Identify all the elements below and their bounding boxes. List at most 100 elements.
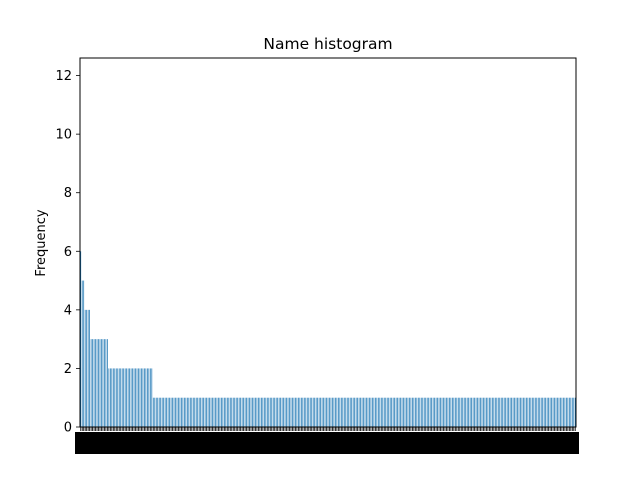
bar — [232, 397, 234, 427]
bar — [524, 397, 526, 427]
bar — [452, 397, 453, 427]
bar — [394, 397, 395, 427]
bar — [179, 397, 181, 427]
bar — [308, 397, 310, 427]
bar — [93, 339, 95, 427]
bar — [86, 309, 88, 427]
bar — [219, 397, 221, 427]
bar — [258, 397, 259, 427]
bar — [512, 397, 514, 427]
bar — [272, 397, 274, 427]
bar — [206, 397, 207, 427]
bar — [333, 397, 335, 427]
y-tick-label: 10 — [55, 128, 72, 143]
bar — [336, 397, 338, 427]
bar — [554, 397, 555, 427]
bar — [383, 397, 385, 427]
bar — [163, 397, 165, 427]
bar — [563, 397, 564, 427]
bar — [238, 397, 240, 427]
bar — [517, 397, 518, 427]
bar — [551, 397, 552, 427]
bar — [354, 397, 356, 427]
y-tick-label: 12 — [55, 69, 72, 84]
bar — [229, 397, 231, 427]
bar — [351, 397, 353, 427]
bar — [189, 397, 191, 427]
bar — [241, 397, 243, 427]
bar — [337, 397, 339, 427]
bar — [364, 397, 366, 427]
bar — [218, 397, 219, 427]
bar — [330, 397, 332, 427]
bar — [574, 397, 576, 427]
bar — [366, 397, 367, 427]
bar — [148, 368, 150, 427]
bar — [456, 397, 458, 427]
bar — [263, 397, 265, 427]
bar — [489, 397, 490, 427]
bar — [127, 368, 129, 427]
bar — [284, 397, 286, 427]
bar — [290, 397, 292, 427]
bar — [99, 339, 101, 427]
bar — [419, 397, 421, 427]
bar — [209, 397, 210, 427]
bar — [261, 397, 262, 427]
bar — [416, 397, 418, 427]
bar — [149, 368, 151, 427]
bar — [348, 397, 350, 427]
bar — [443, 397, 444, 427]
bar — [246, 397, 247, 427]
bar — [372, 397, 373, 427]
bar — [342, 397, 344, 427]
bar — [511, 397, 512, 427]
bar — [286, 397, 287, 427]
bar — [247, 397, 249, 427]
bar — [477, 397, 478, 427]
bar — [203, 397, 204, 427]
y-axis-label: Frequency — [34, 209, 49, 276]
bar — [401, 397, 403, 427]
bar — [204, 397, 206, 427]
y-tick-label: 0 — [64, 421, 72, 436]
bar — [112, 368, 114, 427]
bar — [460, 397, 462, 427]
bar — [283, 397, 284, 427]
bar — [289, 397, 290, 427]
bar — [194, 397, 196, 427]
bar — [425, 397, 427, 427]
bar — [335, 397, 336, 427]
bar — [480, 397, 481, 427]
bar — [292, 397, 293, 427]
bar — [287, 397, 289, 427]
bar — [406, 397, 407, 427]
bars-group — [80, 251, 576, 427]
bar — [169, 397, 170, 427]
bar — [412, 397, 413, 427]
bar — [332, 397, 333, 427]
bar — [281, 397, 283, 427]
y-ticks-group: 0 2 4 6 8 10 12 — [55, 69, 80, 436]
bar — [375, 397, 376, 427]
bar — [346, 397, 348, 427]
bar — [142, 368, 144, 427]
bar — [255, 397, 256, 427]
bar — [132, 368, 133, 427]
bar — [107, 339, 108, 427]
bar — [216, 397, 218, 427]
bar — [167, 397, 169, 427]
bar — [105, 339, 107, 427]
x-tick-labels-overlap — [75, 432, 579, 454]
bar — [422, 397, 424, 427]
bar — [81, 280, 83, 427]
bar — [483, 397, 484, 427]
bar — [463, 397, 465, 427]
bar — [339, 397, 341, 427]
bar — [317, 397, 319, 427]
bar — [215, 397, 216, 427]
bar — [400, 397, 401, 427]
bar — [573, 397, 575, 427]
bar — [170, 397, 172, 427]
